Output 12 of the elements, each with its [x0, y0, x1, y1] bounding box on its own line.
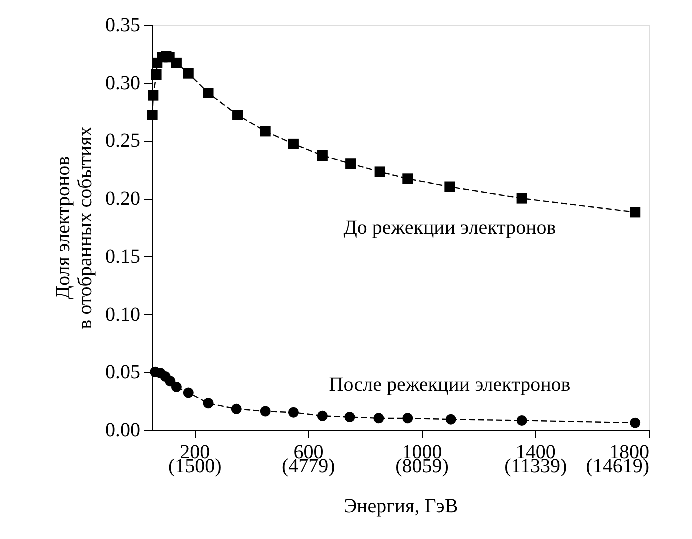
y-axis-title: Доля электронов в отобранных событиях	[52, 126, 96, 330]
y-tick-label: 0.35	[106, 14, 140, 36]
y-tick-label: 0.20	[106, 188, 140, 210]
y-tick-label: 0.05	[106, 362, 140, 384]
annotation: До режекции электронов	[344, 217, 556, 239]
y-tick-label: 0.10	[106, 304, 140, 326]
x-axis-title: Энергия, ГэВ	[344, 496, 458, 518]
annotation: После режекции электронов	[329, 374, 571, 396]
y-tick-label: 0.30	[106, 72, 140, 94]
y-tick-label: 0.00	[106, 420, 140, 442]
y-tick-label: 0.15	[106, 246, 140, 268]
y-tick-label: 0.25	[106, 130, 140, 152]
